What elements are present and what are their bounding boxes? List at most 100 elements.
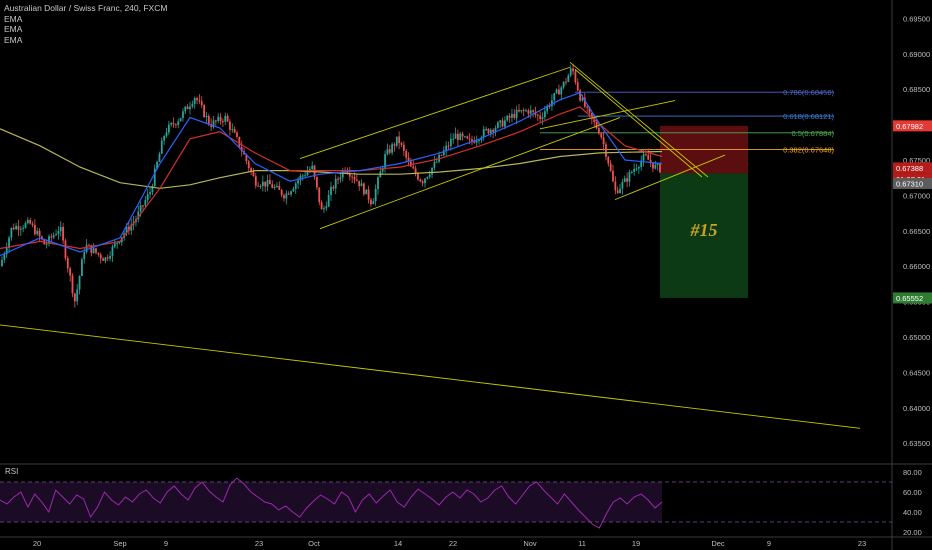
candle-body [301, 175, 304, 177]
candle-body [558, 89, 560, 95]
time-tick-label: 23 [255, 539, 263, 548]
candle-body [602, 137, 605, 145]
ema-indicator-1[interactable]: EMA [4, 13, 23, 24]
candle-body [649, 159, 652, 163]
candle-body [97, 252, 100, 255]
candle-body [645, 154, 647, 156]
rsi-tick-label: 40.00 [903, 508, 922, 517]
chart-legend: Australian Dollar / Swiss Franc, 240, FX… [4, 3, 167, 45]
candle-body [182, 111, 184, 119]
trendline [614, 154, 726, 201]
price-tick-label: 0.66500 [903, 227, 930, 236]
candle-body [306, 171, 309, 176]
candle-body [311, 165, 314, 170]
candle-body [412, 166, 415, 169]
candle-body [541, 117, 544, 120]
candle-body [299, 175, 302, 181]
candle-body [287, 193, 290, 195]
candle-body [170, 123, 173, 125]
candle-body [567, 75, 570, 82]
take-profit-zone [660, 173, 748, 298]
candle-body [569, 68, 572, 76]
candle-body [339, 177, 342, 180]
candle-body [269, 179, 271, 185]
candle-body [630, 171, 633, 173]
rsi-label: RSI [5, 467, 19, 476]
ema-indicator-2[interactable]: EMA [4, 24, 23, 34]
candle-body [616, 190, 619, 193]
candle-body [247, 161, 250, 169]
candle-body [652, 162, 654, 169]
candle-body [518, 109, 520, 112]
candle-body [323, 208, 325, 210]
candle-body [421, 181, 424, 184]
candle-body [377, 177, 379, 190]
candle-body [266, 179, 269, 187]
candle-body [353, 177, 356, 180]
candle-body [372, 201, 375, 205]
candle-body [393, 144, 396, 146]
candle-body [579, 90, 581, 101]
time-tick-label: 22 [449, 539, 457, 548]
price-badge-label: 0.67388 [896, 164, 923, 173]
candle-body [78, 276, 81, 290]
candle-body [52, 235, 55, 238]
rsi-line [0, 477, 663, 529]
candle-body [278, 185, 281, 190]
candle-body [374, 189, 377, 202]
candle-body [527, 110, 530, 114]
time-tick-label: Oct [308, 539, 321, 548]
trendline [539, 100, 676, 130]
candle-body [31, 223, 34, 226]
ema-indicator-3[interactable]: EMA [4, 34, 23, 45]
price-badge [893, 292, 932, 304]
candle-body [593, 118, 596, 122]
candle-body [36, 230, 39, 235]
candle-body [449, 139, 452, 146]
candle-body [297, 180, 299, 184]
candle-body [238, 136, 241, 147]
candle-body [50, 236, 53, 238]
price-badge [893, 177, 932, 189]
trendline [0, 324, 861, 429]
time-tick-label: 14 [394, 539, 402, 548]
candle-body [407, 157, 410, 162]
candle-body [292, 188, 295, 192]
rsi-plot: 80.00 60.00 40.00 20.00 [0, 468, 922, 537]
candle-body [536, 114, 539, 116]
time-tick-label: 9 [767, 539, 771, 548]
candle-body [12, 227, 15, 230]
candle-body [640, 160, 643, 168]
candle-body [543, 111, 546, 118]
candle-body [501, 120, 504, 127]
candle-body [179, 118, 182, 122]
time-tick-label: 9 [164, 539, 168, 548]
trendline [319, 117, 621, 230]
candle-body [402, 144, 405, 151]
candle-body [576, 82, 579, 91]
candle-body [475, 140, 478, 143]
candle-body [363, 183, 365, 195]
candle-body [19, 228, 22, 230]
candle-body [381, 167, 384, 172]
candle-body [511, 113, 513, 118]
candle-body [88, 244, 90, 246]
candle-body [5, 248, 8, 255]
candle-body [73, 293, 76, 302]
candle-body [167, 124, 170, 133]
chart-title: Australian Dollar / Swiss Franc, 240, FX… [4, 3, 168, 13]
candle-body [59, 226, 62, 232]
candle-body [609, 163, 612, 171]
candle-body [417, 173, 419, 180]
candle-body [619, 188, 621, 193]
candle-body [325, 206, 328, 209]
candle-body [214, 120, 217, 122]
candle-body [659, 163, 661, 173]
candle-body [551, 100, 553, 107]
candle-body [163, 136, 166, 141]
candle-body [637, 167, 640, 169]
candle-body [400, 143, 403, 145]
candle-body [250, 168, 252, 172]
candle-body [3, 254, 6, 260]
